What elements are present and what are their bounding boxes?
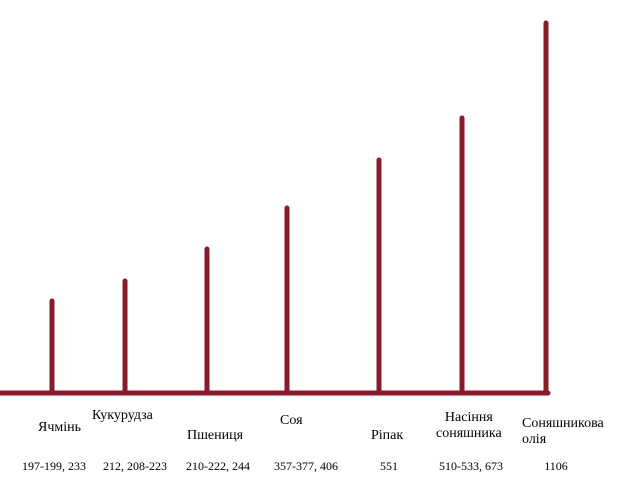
item-name: Кукурудза [92, 408, 153, 424]
item-name: Ріпак [371, 428, 403, 444]
item-prices: 510-533, 673 [439, 459, 503, 473]
text: Соняшникова [522, 416, 604, 431]
text: Ячмінь [38, 420, 82, 435]
item-prices: 210-222, 244 [186, 459, 250, 473]
text: соняшника [436, 426, 502, 441]
item-name: Соняшникова олія [522, 416, 604, 448]
text: Ріпак [371, 428, 404, 443]
item-name: Пшениця [187, 428, 243, 444]
text: Кукурудза [92, 408, 153, 423]
text: олія [522, 432, 547, 447]
item-prices: 212, 208-223 [103, 459, 167, 473]
text: Насіння [444, 410, 493, 425]
text: Соя [280, 413, 303, 428]
text: Пшениця [187, 428, 244, 443]
item-prices: 551 [380, 459, 398, 473]
item-prices: 197-199, 233 [22, 459, 86, 473]
item-prices: 1106 [544, 459, 568, 473]
item-name: Ячмінь [38, 420, 81, 436]
item-prices: 357-377, 406 [274, 459, 338, 473]
item-name: Соя [280, 413, 303, 429]
item-name: Насіння соняшника [436, 410, 502, 442]
